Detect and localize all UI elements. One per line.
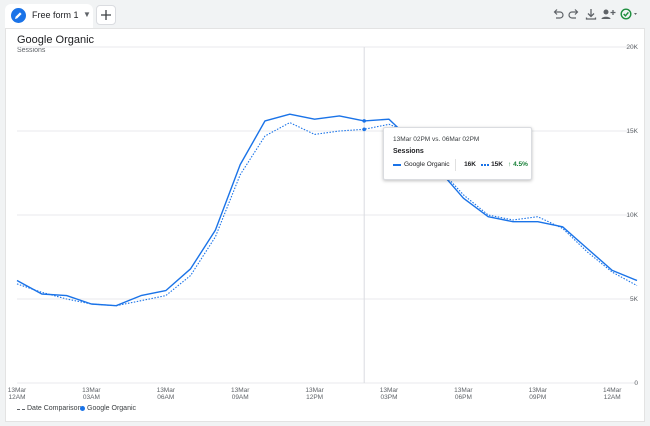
- tab-dropdown-icon[interactable]: ▼: [83, 10, 91, 19]
- chart-panel: Google Organic Sessions 0 5K 10K 15K 20K 13M…: [5, 28, 645, 422]
- tab-label: Free form 1: [32, 10, 79, 20]
- y-axis-label: Sessions: [17, 47, 46, 54]
- share-button[interactable]: [600, 6, 616, 22]
- tooltip-change-value: 4.5%: [513, 161, 528, 168]
- download-button[interactable]: [583, 6, 599, 22]
- download-icon: [585, 9, 597, 20]
- y-tick-label: 20K: [626, 44, 638, 51]
- x-tick-label: 13Mar: [529, 387, 548, 394]
- x-tick-label: 03PM: [381, 394, 398, 401]
- pencil-icon: [11, 8, 26, 23]
- hover-point: [362, 119, 367, 123]
- add-tab-button[interactable]: [96, 5, 116, 25]
- redo-button[interactable]: [566, 6, 582, 22]
- y-tick-label: 15K: [626, 128, 638, 135]
- x-tick-label: 12AM: [604, 394, 621, 401]
- x-tick-label: 13Mar: [380, 387, 399, 394]
- x-tick-label: 06AM: [157, 394, 174, 401]
- series-lines: [16, 113, 638, 307]
- x-tick-label: 09AM: [232, 394, 249, 401]
- x-tick-label: 12PM: [306, 394, 323, 401]
- y-tick-label: 10K: [626, 212, 638, 219]
- dot-icon: [80, 406, 85, 411]
- tooltip-row: Google Organic 16K 15K ↑ 4.5%: [393, 159, 528, 171]
- x-tick-label: 13Mar: [305, 387, 324, 394]
- tooltip-header: 13Mar 02PM vs. 06Mar 02PM: [393, 136, 480, 143]
- x-tick-label: 13Mar: [157, 387, 176, 394]
- gridlines: [17, 46, 637, 384]
- tooltip-current-value: 16K: [464, 161, 476, 168]
- dotted-line-icon: [481, 164, 489, 166]
- tooltip-previous-value: 15K: [491, 161, 503, 168]
- arrow-up-icon: ↑: [508, 161, 512, 168]
- x-tick-label: 12AM: [9, 394, 26, 401]
- series-line: [16, 113, 638, 307]
- solid-line-icon: [393, 164, 401, 166]
- x-tick-label: 03AM: [83, 394, 100, 401]
- x-tick-label: 13Mar: [231, 387, 250, 394]
- divider: [455, 159, 456, 171]
- x-tick-label: 13Mar: [454, 387, 473, 394]
- share-user-icon: [601, 9, 616, 19]
- status-menu[interactable]: [619, 6, 643, 22]
- y-axis-ticks: 0 5K 10K 15K 20K: [626, 44, 638, 387]
- legend-label-series: Google Organic: [87, 405, 137, 412]
- tab-free-form[interactable]: Free form 1 ▼: [5, 4, 93, 28]
- undo-button[interactable]: [550, 6, 566, 22]
- x-tick-label: 13Mar: [8, 387, 27, 394]
- chart-tooltip: 13Mar 02PM vs. 06Mar 02PM Sessions Googl…: [383, 127, 532, 180]
- chart-title: Google Organic: [17, 34, 95, 46]
- plus-icon: [101, 10, 111, 20]
- x-tick-label: 13Mar: [82, 387, 101, 394]
- tooltip-metric: Sessions: [393, 148, 424, 155]
- hover-point: [362, 127, 367, 132]
- hover-points: [362, 119, 367, 132]
- check-circle-icon: [620, 8, 637, 20]
- tab-bar: Free form 1 ▼: [0, 0, 650, 28]
- x-tick-label: 06PM: [455, 394, 472, 401]
- tooltip-change: ↑ 4.5%: [508, 161, 528, 168]
- x-tick-label: 14Mar: [603, 387, 622, 394]
- tooltip-series: Google Organic: [404, 161, 450, 168]
- redo-icon: [568, 9, 579, 19]
- undo-icon: [553, 9, 564, 19]
- dashed-line-icon: [17, 409, 25, 410]
- x-axis-ticks: 13Mar12AM13Mar03AM13Mar06AM13Mar09AM13Ma…: [8, 387, 622, 401]
- comparison-series-line: [16, 122, 638, 307]
- y-tick-label: 5K: [630, 296, 639, 303]
- y-tick-label: 0: [634, 380, 638, 387]
- x-tick-label: 09PM: [529, 394, 546, 401]
- legend-label-comparison: Date Comparison: [27, 405, 82, 412]
